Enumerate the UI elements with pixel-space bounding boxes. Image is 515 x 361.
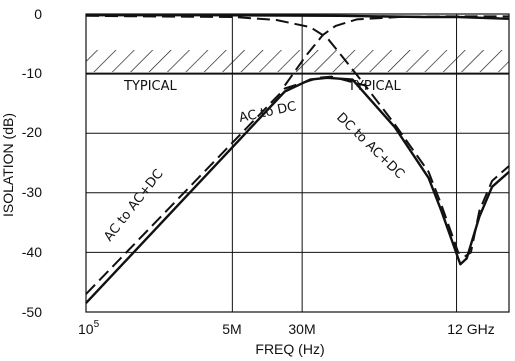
dc-to-ac-dc-label: DC to AC+DC <box>333 110 407 182</box>
series-line-3 <box>85 14 366 87</box>
plot-frame <box>85 13 510 313</box>
ac-to-dc-label: AC to DC <box>238 99 298 126</box>
x-tick-label: 30M <box>288 321 315 337</box>
ac-to-ac-dc-label: AC to AC+DC <box>101 167 166 245</box>
y-tick-label: -40 <box>22 244 42 260</box>
y-tick-label: -20 <box>22 124 42 140</box>
series-line-5 <box>86 14 510 20</box>
typical-label-right: TYPICAL <box>347 79 402 94</box>
y-axis-label: ISOLATION (dB) <box>0 113 16 217</box>
typical-label-left: TYPICAL <box>123 79 178 94</box>
series-group <box>85 14 510 304</box>
y-tick-label: 0 <box>34 6 42 22</box>
x-tick-label: 105 <box>78 319 100 337</box>
series-line-2 <box>85 75 510 295</box>
x-axis-label: FREQ (Hz) <box>255 341 324 357</box>
typical-hatch-band <box>86 50 509 72</box>
x-tick-label: 5M <box>222 321 241 337</box>
y-tick-label: -10 <box>22 65 42 81</box>
y-tick-label: -50 <box>22 304 42 320</box>
grid <box>86 14 509 312</box>
y-tick-label: -30 <box>22 184 42 200</box>
x-tick-label: 12 GHz <box>447 321 494 337</box>
